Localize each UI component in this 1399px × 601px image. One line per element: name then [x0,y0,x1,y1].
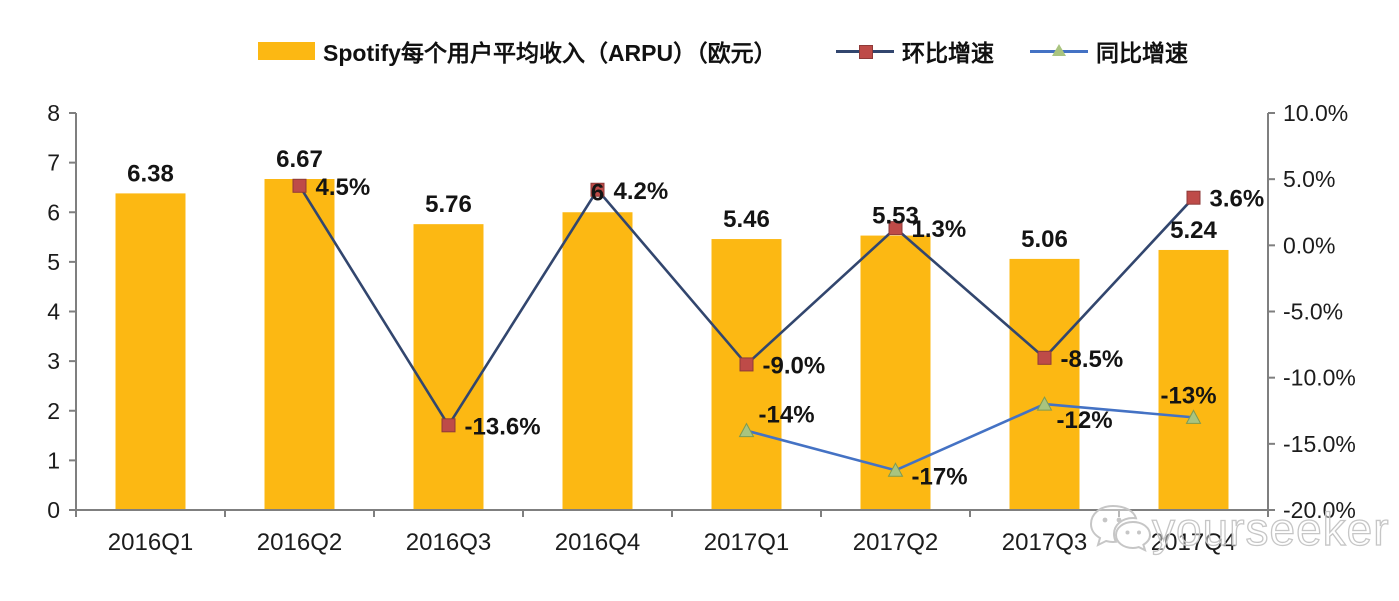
legend-item-yoy: 同比增速 [1030,34,1188,68]
yoy-line [746,402,1194,472]
qoq-marker-2016Q2 [292,178,307,193]
bar-2017Q4 [1158,249,1229,510]
left-axis-tick: 3 [47,348,60,374]
legend-label-yoy: 同比增速 [1096,40,1188,66]
right-axis-tick: -5.0% [1283,299,1343,325]
qoq-label-2017Q4: 3.6% [1210,186,1265,213]
qoq-marker-2017Q4 [1186,190,1201,205]
qoq-marker-2017Q1 [739,357,754,372]
left-axis-tick: 6 [47,199,60,225]
right-axis-tick: -10.0% [1283,365,1356,391]
legend-item-qoq: 环比增速 [836,34,994,68]
bar-label-2017Q2: 5.53 [872,203,919,230]
yoy-label-2017Q1: -14% [759,402,815,429]
bar-label-2017Q3: 5.06 [1021,226,1068,253]
bar-2016Q1 [115,193,186,510]
x-axis-label-2017Q1: 2017Q1 [704,529,789,556]
qoq-label-2016Q4: 4.2% [614,178,669,205]
line-triangle-marker-icon [1030,43,1088,59]
qoq-marker-2016Q4 [590,182,605,197]
bar-2017Q3 [1009,258,1080,510]
data-labels: 6.38 6.67 5.76 6 5.46 5.53 5.06 5.24 4.5% -13.6% 4… [127,146,1264,490]
chart-legend: Spotify每个用户平均收入（ARPU）（欧元） 环比增速 同比增速 [0,34,1399,68]
qoq-label-2016Q3: -13.6% [465,413,541,440]
yoy-label-2017Q2: -17% [912,463,968,490]
x-axis-label-2017Q4: 2017Q4 [1151,529,1236,556]
qoq-label-2017Q2: 1.3% [912,216,967,243]
yoy-marker-2017Q1 [738,422,755,438]
bar-2016Q2 [264,179,335,510]
bar-2016Q3 [413,224,484,510]
right-axis-tick: 10.0% [1283,100,1348,126]
left-axis-tick: 1 [47,447,60,473]
right-axis-tick: -15.0% [1283,431,1356,457]
qoq-marker-2017Q2 [888,221,903,236]
legend-item-arpu: Spotify每个用户平均收入（ARPU）（欧元） [258,34,777,68]
bar-2017Q1 [711,239,782,511]
right-axis-tick: -20.0% [1283,497,1356,523]
qoq-label-2016Q2: 4.5% [316,174,371,201]
left-axis-tick: 4 [47,299,60,325]
yoy-label-2017Q3: -12% [1057,407,1113,434]
left-axis-tick: 0 [47,497,60,523]
bar-label-2016Q3: 5.76 [425,191,472,218]
axis-tick-labels: 0 1 2 3 4 5 6 7 8 10.0% 5.0% 0.0% -5.0% -10.0% -15.0% -… [47,100,1356,556]
yoy-label-2017Q4: -13% [1161,382,1217,409]
x-axis-label-2016Q2: 2016Q2 [257,529,342,556]
x-axis-label-2016Q3: 2016Q3 [406,529,491,556]
bar-label-2016Q4: 6 [591,179,604,206]
qoq-marker-2016Q3 [441,418,456,433]
axes [69,112,1275,517]
yoy-marker-2017Q3 [1036,396,1053,411]
bar-label-2016Q1: 6.38 [127,160,174,187]
qoq-label-2017Q1: -9.0% [763,352,826,379]
left-axis-tick: 7 [47,150,60,176]
yoy-marker-2017Q4 [1185,409,1202,424]
qoq-marker-2017Q3 [1037,350,1052,365]
left-axis-tick: 2 [47,398,60,424]
left-axis-tick: 5 [47,249,60,275]
x-axis-label-2017Q2: 2017Q2 [853,529,938,556]
bar-2016Q4 [562,212,633,510]
yoy-marker-2017Q2 [887,462,904,477]
legend-label-arpu: Spotify每个用户平均收入（ARPU）（欧元） [323,40,777,66]
left-axis-tick: 8 [47,100,60,126]
x-axis-label-2016Q1: 2016Q1 [108,529,193,556]
right-axis-tick: 0.0% [1283,232,1335,258]
bar-label-2017Q4: 5.24 [1170,217,1217,244]
bar-series [115,179,1229,511]
x-axis-label-2016Q4: 2016Q4 [555,529,640,556]
qoq-label-2017Q3: -8.5% [1061,346,1124,373]
legend-label-qoq: 环比增速 [902,40,994,66]
line-square-marker-icon [836,43,894,59]
x-axis-label-2017Q3: 2017Q3 [1002,529,1087,556]
bar-swatch-icon [258,42,315,60]
bar-label-2016Q2: 6.67 [276,146,323,173]
right-axis-tick: 5.0% [1283,166,1335,192]
bar-label-2017Q1: 5.46 [723,206,770,233]
